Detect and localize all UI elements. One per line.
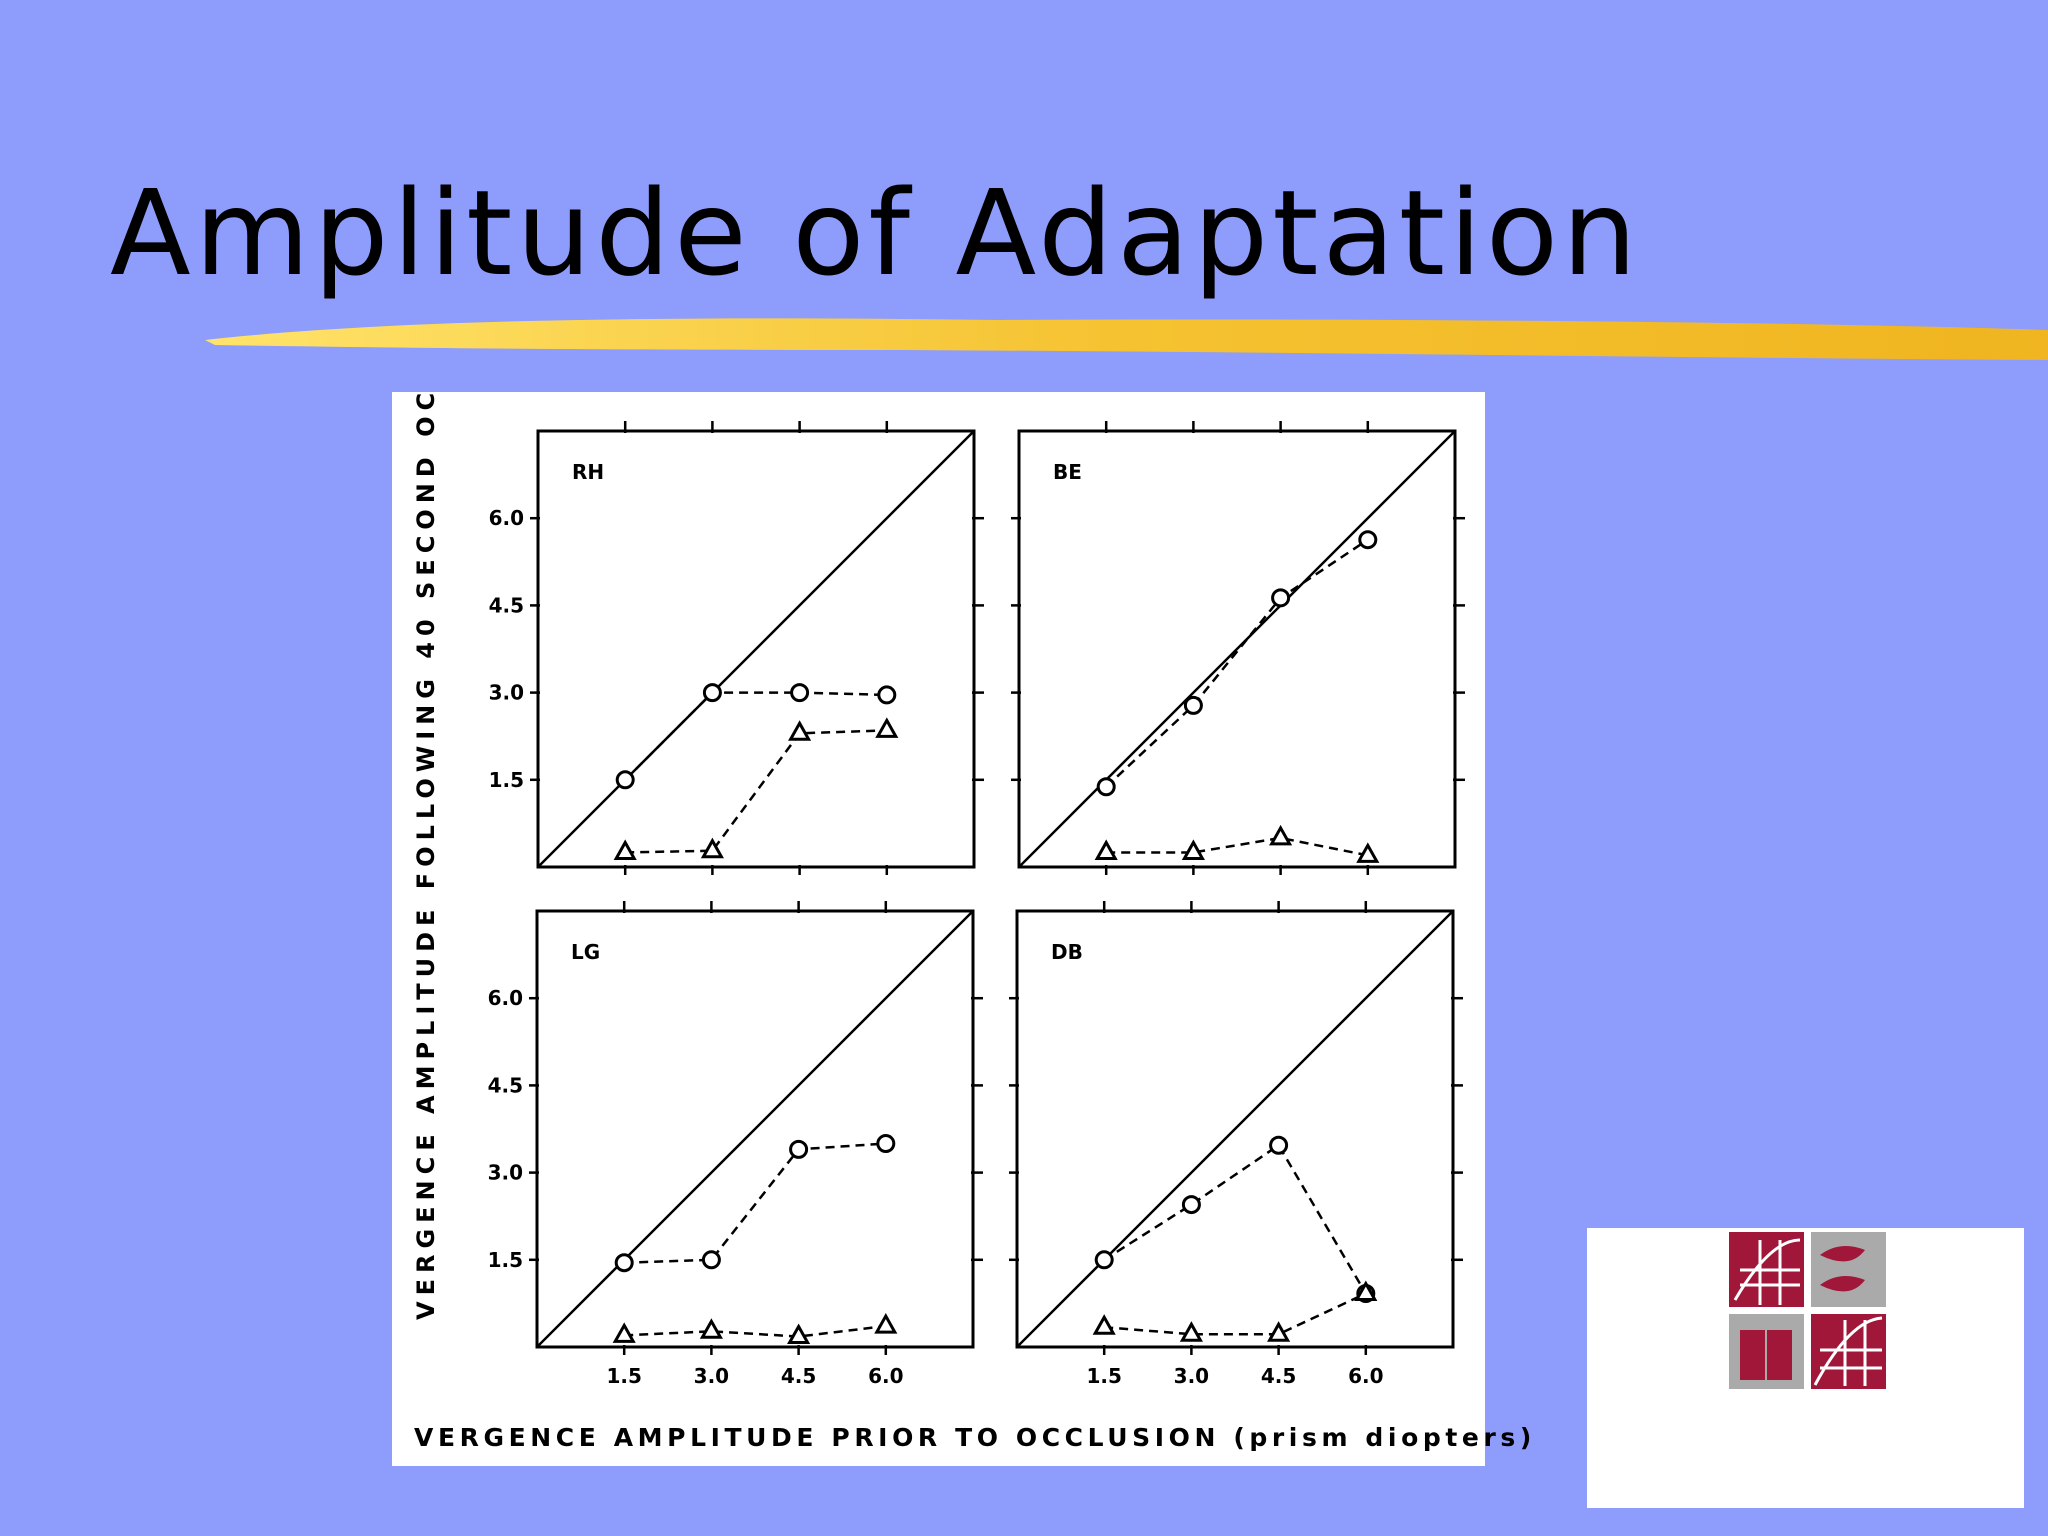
- x-tick-label: 1.5: [606, 1364, 641, 1388]
- series-line: [624, 1324, 886, 1338]
- chart: RH 1.5 3.0 4.5 6.0: [489, 421, 984, 875]
- triangle-marker: [1094, 839, 1118, 860]
- triangle-marker: [1092, 1314, 1116, 1335]
- y-tick-label: 6.0: [489, 506, 524, 530]
- y-tick-label: 1.5: [488, 1248, 523, 1272]
- triangle-marker: [788, 720, 812, 741]
- chart: LG 1.5 3.0 4.5 6.0 1.5 3.0 4.5 6.0: [488, 901, 983, 1388]
- circle-marker: [876, 1134, 896, 1154]
- triangle-marker: [875, 717, 899, 738]
- x-axis-label: VERGENCE AMPLITUDE PRIOR TO OCCLUSION (p…: [414, 1423, 1536, 1452]
- circle-marker: [1183, 695, 1203, 715]
- triangle-marker: [613, 839, 637, 860]
- x-tick-label: 3.0: [694, 1364, 729, 1388]
- chart: DB 1.5 3.0 4.5 6.0: [1009, 901, 1463, 1388]
- triangle-marker: [1356, 842, 1380, 863]
- x-tick-label: 4.5: [1261, 1364, 1296, 1388]
- circle-marker: [789, 1139, 809, 1159]
- slide-title: Amplitude of Adaptation: [110, 164, 1641, 302]
- figure-panel: [392, 392, 1485, 1466]
- series-line: [625, 729, 887, 854]
- series-line: [624, 691, 887, 781]
- plot-frame: [536, 429, 976, 869]
- triangle-marker: [1179, 1321, 1203, 1342]
- logo-horns: [1820, 1246, 1865, 1292]
- y-tick-label: 1.5: [489, 768, 524, 792]
- identity-line: [537, 430, 975, 868]
- y-label-clip: VERGENCE AMPLITUDE FOLLOWING 40 SECOND O…: [412, 363, 440, 1320]
- panel-label: DB: [1051, 940, 1083, 964]
- chart: BE: [1011, 421, 1465, 875]
- triangle-marker: [1267, 1321, 1291, 1342]
- circle-marker: [1096, 777, 1116, 797]
- y-tick-label: 3.0: [488, 1161, 523, 1185]
- logo-globe: [1813, 1316, 1883, 1386]
- circle-marker: [1358, 530, 1378, 550]
- logo: [1729, 1232, 1886, 1389]
- y-tick-label: 4.5: [488, 1073, 523, 1097]
- circle-marker: [1269, 1135, 1289, 1155]
- circle-marker: [1094, 1250, 1114, 1270]
- triangle-marker: [1354, 1280, 1378, 1302]
- plot-frame: [1015, 909, 1455, 1349]
- triangle-marker: [874, 1313, 898, 1334]
- x-tick-label: 3.0: [1174, 1364, 1209, 1388]
- panel-label: LG: [571, 940, 600, 964]
- x-tick-label: 4.5: [781, 1364, 816, 1388]
- identity-line: [1018, 430, 1456, 868]
- x-tick-label: 6.0: [1348, 1364, 1383, 1388]
- logo-tile: [1811, 1232, 1886, 1307]
- circle-marker: [615, 770, 635, 790]
- plot-frame: [1017, 429, 1457, 869]
- series-line: [1105, 538, 1369, 788]
- x-tick-label: 6.0: [868, 1364, 903, 1388]
- plot-frame: [535, 909, 975, 1349]
- circle-marker: [701, 1250, 721, 1270]
- circle-marker: [1271, 588, 1291, 608]
- circle-marker: [614, 1253, 634, 1273]
- y-tick-label: 6.0: [488, 986, 523, 1010]
- triangle-marker: [787, 1323, 811, 1345]
- charts: RH 1.5 3.0 4.5 6.0 BE LG 1.5 3.0 4.5 6.0 1.5 3.0 4.5 6…: [488, 421, 1465, 1388]
- circle-marker: [1181, 1195, 1201, 1215]
- circle-marker: [702, 683, 722, 703]
- logo-book: [1740, 1330, 1792, 1380]
- panel-label: BE: [1053, 460, 1082, 484]
- triangle-marker: [700, 837, 724, 859]
- y-tick-label: 4.5: [489, 593, 524, 617]
- x-tick-label: 1.5: [1086, 1364, 1121, 1388]
- triangle-marker: [1269, 824, 1293, 846]
- logo-box: [1587, 1228, 2024, 1508]
- identity-line: [1016, 910, 1454, 1348]
- logo-globe: [1733, 1238, 1801, 1305]
- triangle-marker: [612, 1322, 636, 1343]
- triangle-marker: [699, 1318, 723, 1339]
- y-axis-label: VERGENCE AMPLITUDE FOLLOWING 40 SECOND O…: [412, 363, 440, 1320]
- identity-line: [536, 910, 974, 1348]
- y-tick-label: 3.0: [489, 681, 524, 705]
- series-line: [624, 1142, 886, 1264]
- circle-marker: [877, 685, 897, 705]
- brush-stroke: [205, 318, 2048, 360]
- panel-label: RH: [572, 460, 604, 484]
- triangle-marker: [1181, 839, 1205, 860]
- series-line: [1103, 1143, 1367, 1295]
- circle-marker: [790, 683, 810, 703]
